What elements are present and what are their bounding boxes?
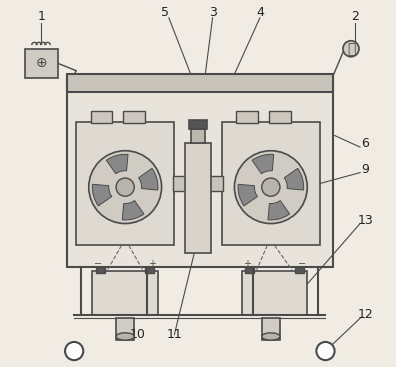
Bar xyxy=(91,111,112,123)
Bar xyxy=(76,121,174,246)
Text: 9: 9 xyxy=(362,163,369,175)
Bar xyxy=(123,111,145,123)
Text: −: − xyxy=(94,259,102,269)
Wedge shape xyxy=(92,184,112,206)
Wedge shape xyxy=(238,184,257,206)
Text: 12: 12 xyxy=(358,308,373,321)
Text: ⑁: ⑁ xyxy=(347,42,355,56)
Wedge shape xyxy=(252,155,274,174)
Bar xyxy=(185,143,211,253)
Bar xyxy=(246,267,255,273)
Text: 1: 1 xyxy=(38,10,45,23)
Text: 3: 3 xyxy=(209,6,217,19)
Text: 5: 5 xyxy=(161,6,169,19)
Text: 13: 13 xyxy=(358,214,373,226)
Bar xyxy=(96,267,105,273)
Ellipse shape xyxy=(116,333,134,340)
Ellipse shape xyxy=(262,333,280,340)
Bar xyxy=(189,120,207,129)
Bar xyxy=(262,318,280,340)
Bar xyxy=(236,111,258,123)
Text: +: + xyxy=(243,259,251,269)
Bar xyxy=(67,78,333,267)
Bar xyxy=(67,74,333,92)
Circle shape xyxy=(262,178,280,196)
Text: 6: 6 xyxy=(362,137,369,150)
Bar xyxy=(222,121,320,246)
Text: 10: 10 xyxy=(130,328,146,341)
Text: 4: 4 xyxy=(256,6,264,19)
Wedge shape xyxy=(107,155,128,174)
Bar xyxy=(173,176,223,191)
Circle shape xyxy=(234,151,307,224)
Text: −: − xyxy=(298,259,306,269)
Bar xyxy=(295,267,304,273)
Text: +: + xyxy=(148,259,156,269)
Circle shape xyxy=(343,41,359,57)
Circle shape xyxy=(89,151,162,224)
Circle shape xyxy=(116,178,134,196)
Text: ⊕: ⊕ xyxy=(36,56,47,70)
Bar xyxy=(92,271,158,315)
Bar xyxy=(242,271,307,315)
Circle shape xyxy=(316,342,335,360)
Circle shape xyxy=(65,342,83,360)
Text: 11: 11 xyxy=(166,328,182,341)
Bar xyxy=(145,267,154,273)
Bar xyxy=(191,129,205,143)
Wedge shape xyxy=(268,201,289,220)
Wedge shape xyxy=(122,201,144,220)
Text: 2: 2 xyxy=(351,10,358,23)
Bar xyxy=(269,111,291,123)
Bar xyxy=(116,318,134,340)
Bar xyxy=(25,49,58,78)
Wedge shape xyxy=(139,168,158,190)
Wedge shape xyxy=(284,168,304,190)
